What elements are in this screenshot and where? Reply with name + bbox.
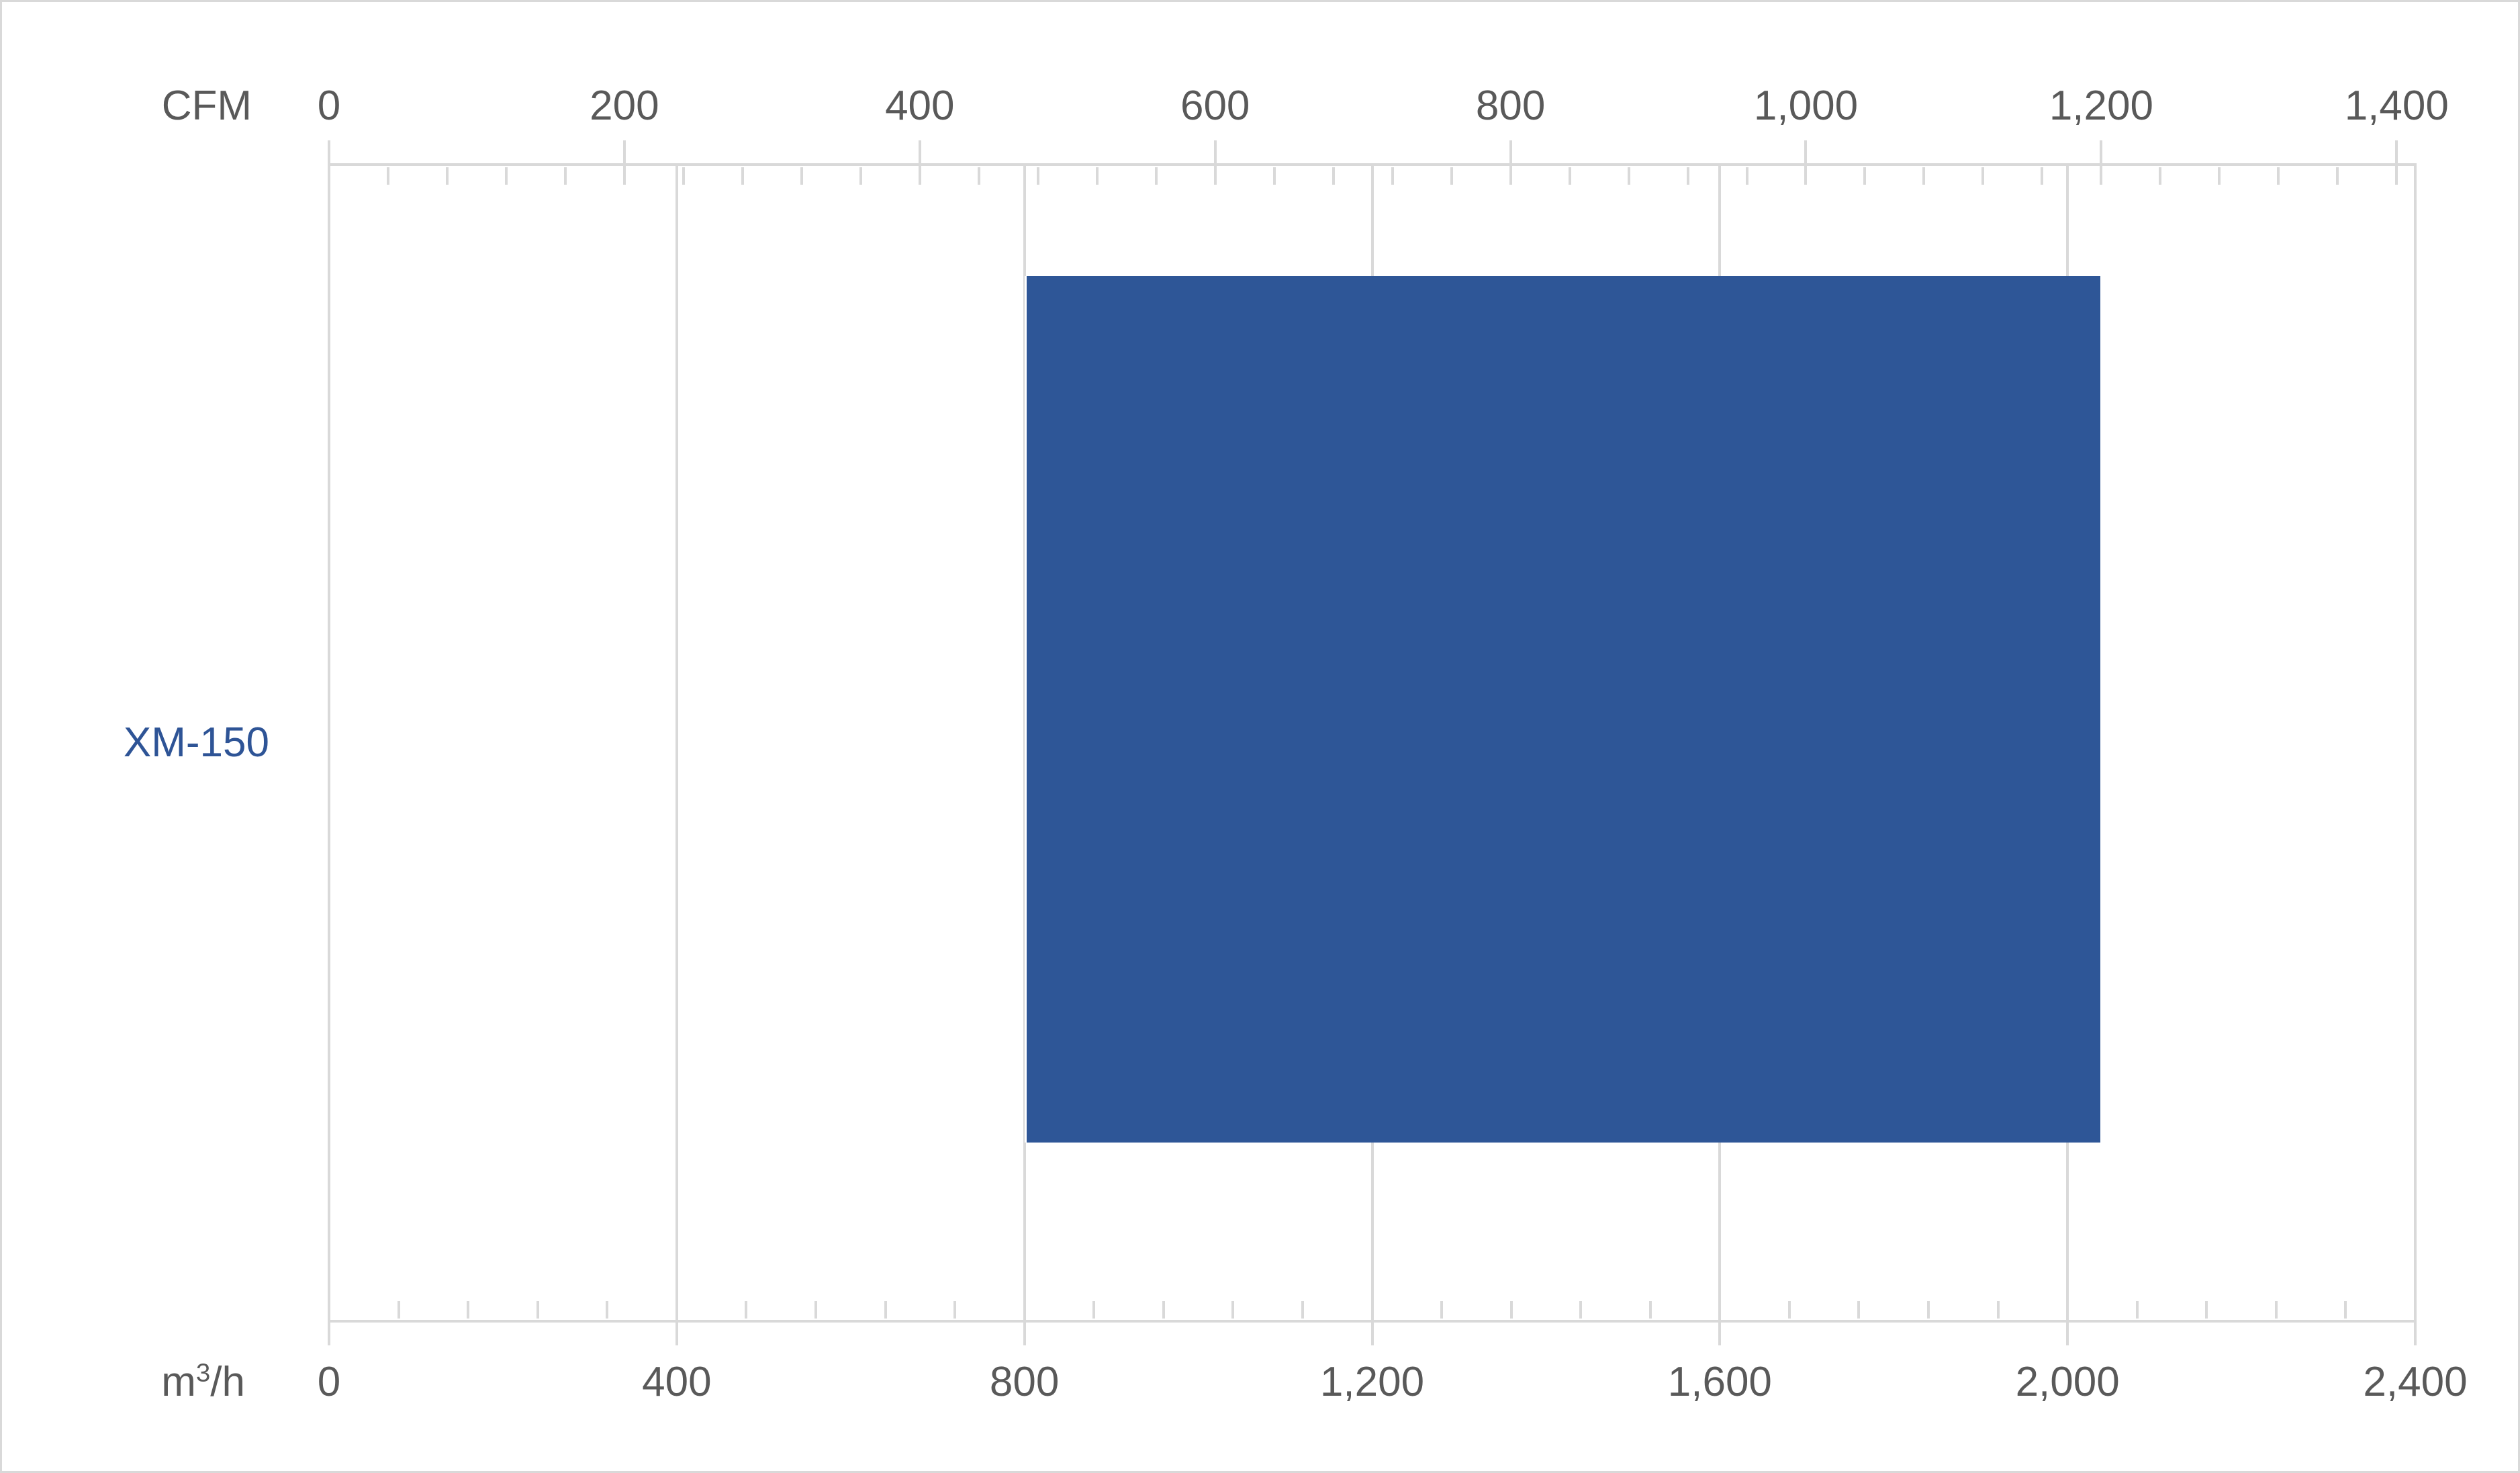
top-axis-tick-label-800: 800 <box>1475 83 1546 129</box>
category-label-xm-150: XM-150 <box>123 719 269 766</box>
bottom-axis-minor-tick-1920 <box>1996 1301 2000 1319</box>
top-axis-minor-tick-880 <box>1627 167 1630 185</box>
bottom-axis-minor-tick-1360 <box>1509 1301 1513 1319</box>
top-axis-minor-tick-440 <box>977 167 980 185</box>
top-axis-minor-tick-1080 <box>1922 167 1926 185</box>
top-axis-unit-label: CFM <box>161 83 252 129</box>
bottom-axis-minor-tick-1040 <box>1231 1301 1235 1319</box>
bottom-axis-unit-base: m <box>161 1359 196 1405</box>
bottom-axis-tick-label-1600: 1,600 <box>1667 1359 1772 1405</box>
top-axis-minor-tick-840 <box>1568 167 1571 185</box>
top-axis-minor-tick-1040 <box>1863 167 1867 185</box>
top-axis-major-tick-800 <box>1509 140 1512 185</box>
top-axis-minor-tick-1320 <box>2277 167 2280 185</box>
bottom-axis-unit-superscript: 3 <box>195 1358 211 1388</box>
bottom-axis-major-tick-2400 <box>2414 1301 2417 1345</box>
gridline-400-m3h <box>675 163 678 1323</box>
top-axis-tick-label-200: 200 <box>590 83 659 129</box>
bottom-axis-minor-tick-160 <box>467 1301 470 1319</box>
gridline-0-m3h <box>328 163 330 1323</box>
bottom-axis-minor-tick-2320 <box>2344 1301 2347 1319</box>
bottom-axis-tick-label-2400: 2,400 <box>2363 1359 2468 1405</box>
top-axis-minor-tick-560 <box>1154 167 1158 185</box>
bottom-axis-minor-tick-80 <box>397 1301 400 1319</box>
top-axis-major-tick-200 <box>622 140 626 185</box>
bottom-axis-minor-tick-1280 <box>1440 1301 1444 1319</box>
top-axis-major-tick-1000 <box>1804 140 1808 185</box>
bottom-axis-major-tick-400 <box>675 1301 678 1345</box>
top-axis-major-tick-0 <box>328 140 330 185</box>
bottom-axis-minor-tick-880 <box>1092 1301 1096 1319</box>
bottom-axis-minor-tick-960 <box>1162 1301 1165 1319</box>
bottom-axis-minor-tick-2240 <box>2274 1301 2278 1319</box>
bottom-axis-major-tick-2000 <box>2066 1301 2069 1345</box>
bottom-axis-tick-label-2000: 2,000 <box>2015 1359 2120 1405</box>
top-axis-tick-label-0: 0 <box>317 83 341 129</box>
top-axis-tick-label-400: 400 <box>885 83 955 129</box>
bottom-axis-unit-label: m3/h <box>2 1351 245 1414</box>
bottom-axis-major-tick-800 <box>1023 1301 1026 1345</box>
bottom-axis-minor-tick-560 <box>814 1301 817 1319</box>
top-axis-line <box>329 163 2415 166</box>
bottom-axis-minor-tick-1120 <box>1301 1301 1304 1319</box>
top-axis-minor-tick-1280 <box>2218 167 2221 185</box>
top-axis-tick-label-1400: 1,400 <box>2344 83 2449 129</box>
top-axis-minor-tick-160 <box>563 167 567 185</box>
bottom-axis-minor-tick-1760 <box>1857 1301 1861 1319</box>
bottom-axis-major-tick-1600 <box>1718 1301 1722 1345</box>
bottom-axis-major-tick-1200 <box>1370 1301 1374 1345</box>
top-axis-minor-tick-680 <box>1332 167 1335 185</box>
top-axis-minor-tick-1240 <box>2159 167 2162 185</box>
bottom-axis-minor-tick-640 <box>884 1301 887 1319</box>
top-axis-tick-label-600: 600 <box>1180 83 1250 129</box>
bottom-axis-minor-tick-1520 <box>1648 1301 1652 1319</box>
top-axis-minor-tick-280 <box>741 167 744 185</box>
top-axis-tick-label-1000: 1,000 <box>1753 83 1859 129</box>
top-axis-minor-tick-1160 <box>2041 167 2044 185</box>
gridline-2400-m3h <box>2414 163 2417 1323</box>
top-axis-major-tick-1400 <box>2395 140 2398 185</box>
top-axis-minor-tick-40 <box>386 167 389 185</box>
top-axis-major-tick-400 <box>918 140 921 185</box>
bottom-axis-minor-tick-240 <box>536 1301 539 1319</box>
bottom-axis-minor-tick-1440 <box>1579 1301 1583 1319</box>
bottom-axis-minor-tick-1680 <box>1787 1301 1791 1319</box>
top-axis-minor-tick-320 <box>800 167 803 185</box>
bottom-axis-minor-tick-320 <box>606 1301 609 1319</box>
plot-area: 0 200 400 600 800 1,000 1,200 1,400 0 400 800 1,200… <box>318 83 2468 1405</box>
bottom-axis-major-tick-0 <box>328 1301 330 1345</box>
top-axis-tick-label-1200: 1,200 <box>2049 83 2153 129</box>
bottom-axis-minor-tick-480 <box>745 1301 748 1319</box>
bottom-axis-minor-tick-2080 <box>2135 1301 2139 1319</box>
top-axis-minor-tick-1360 <box>2336 167 2339 185</box>
bottom-axis-minor-tick-1840 <box>1927 1301 1930 1319</box>
bottom-axis-tick-label-800: 800 <box>989 1359 1060 1405</box>
top-axis-minor-tick-520 <box>1095 167 1099 185</box>
top-axis-minor-tick-640 <box>1272 167 1276 185</box>
top-axis-minor-tick-960 <box>1745 167 1748 185</box>
top-axis-minor-tick-760 <box>1450 167 1453 185</box>
top-axis-minor-tick-920 <box>1686 167 1689 185</box>
airflow-range-bar <box>1024 275 2102 1143</box>
bottom-axis-tick-label-400: 400 <box>642 1359 712 1405</box>
top-axis-major-tick-1200 <box>2100 140 2103 185</box>
top-axis-minor-tick-360 <box>859 167 862 185</box>
bottom-axis-minor-tick-720 <box>953 1301 957 1319</box>
top-axis-minor-tick-1120 <box>1981 167 1985 185</box>
bottom-axis-tick-label-1200: 1,200 <box>1319 1359 1425 1405</box>
top-axis-minor-tick-80 <box>445 167 449 185</box>
top-axis-major-tick-600 <box>1213 140 1217 185</box>
bottom-axis-unit-rest: /h <box>210 1359 245 1405</box>
bottom-axis-tick-label-0: 0 <box>317 1359 341 1405</box>
bottom-axis-minor-tick-2160 <box>2205 1301 2208 1319</box>
top-axis-minor-tick-240 <box>682 167 685 185</box>
top-axis-minor-tick-480 <box>1036 167 1039 185</box>
top-axis-minor-tick-720 <box>1391 167 1394 185</box>
top-axis-minor-tick-120 <box>504 167 508 185</box>
